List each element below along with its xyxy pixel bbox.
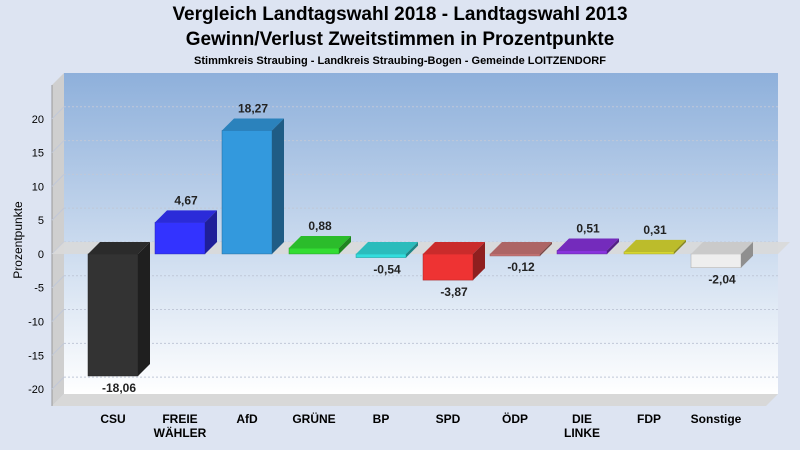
data-label: 18,27 xyxy=(238,101,268,115)
bar xyxy=(87,241,150,377)
x-tick-label: LINKE xyxy=(564,426,600,440)
data-label: 0,31 xyxy=(643,223,667,237)
y-tick-label: -20 xyxy=(28,384,44,396)
bar-top xyxy=(557,238,619,251)
bar-front xyxy=(355,253,407,258)
bar-front xyxy=(221,130,273,255)
bar xyxy=(154,210,217,255)
y-tick-label: 20 xyxy=(32,114,44,126)
bar-front xyxy=(288,247,340,255)
bar-side xyxy=(540,241,552,256)
bar xyxy=(556,238,619,255)
y-tick-label: -5 xyxy=(34,283,44,295)
x-tick-label: FREIE xyxy=(162,412,197,426)
gridline-side xyxy=(51,106,65,120)
data-label: -3,87 xyxy=(440,285,468,299)
gridline-side xyxy=(51,309,65,322)
bar-front xyxy=(422,253,474,281)
bar-front xyxy=(623,251,675,255)
x-tick-label: DIE xyxy=(572,412,592,426)
y-tick-label: 10 xyxy=(32,181,44,193)
bar-side xyxy=(138,241,150,376)
bar xyxy=(221,118,284,255)
y-tick-label: 0 xyxy=(38,249,44,261)
data-label: -2,04 xyxy=(708,273,736,287)
x-tick-label: AfD xyxy=(236,412,258,426)
y-tick-label: 5 xyxy=(38,215,44,227)
bar xyxy=(288,236,351,255)
x-tick-label: GRÜNE xyxy=(292,411,335,426)
data-label: -18,06 xyxy=(102,381,136,395)
plot-floor xyxy=(52,394,778,406)
x-tick-label: BP xyxy=(373,412,390,426)
bars: -18,06 4,67 18,27 0,88 -0,54 -3,87 -0,12 0,51 0,… xyxy=(87,101,753,395)
bar-front xyxy=(489,253,541,257)
gridline-side xyxy=(51,140,65,153)
bar xyxy=(623,239,686,255)
y-tick-label: -15 xyxy=(28,350,44,362)
bar-side xyxy=(272,118,284,254)
bar-front xyxy=(87,253,139,377)
bar xyxy=(355,241,418,258)
bar xyxy=(422,241,485,281)
gridline-side xyxy=(51,275,65,289)
x-tick-label: FDP xyxy=(637,412,661,426)
bar xyxy=(690,241,753,268)
bar-top xyxy=(691,241,753,254)
bar-front xyxy=(690,253,742,268)
gridline-side xyxy=(51,342,65,356)
bar-side xyxy=(607,238,619,254)
data-label: 0,88 xyxy=(308,219,332,233)
bar-top xyxy=(222,118,284,131)
x-tick-label: WÄHLER xyxy=(154,425,207,440)
x-tick-label: SPD xyxy=(436,412,461,426)
bar-top xyxy=(624,239,686,252)
chart-title: Vergleich Landtagswahl 2018 - Landtagswa… xyxy=(172,4,628,25)
x-tick-label: ÖDP xyxy=(502,411,528,426)
bar xyxy=(489,241,552,257)
bar-side xyxy=(205,210,217,254)
bar-side xyxy=(339,236,351,254)
bar-top xyxy=(356,241,418,254)
bar-top xyxy=(423,241,485,254)
data-label: 0,51 xyxy=(576,222,600,236)
gridline-side xyxy=(51,207,65,221)
chart-region-label: Stimmkreis Straubing - Landkreis Straubi… xyxy=(194,55,606,67)
plot-side-wall xyxy=(52,73,64,406)
y-tick-label: -10 xyxy=(28,317,44,329)
data-label: -0,54 xyxy=(373,263,401,277)
gridline-side xyxy=(51,376,65,390)
bar-front xyxy=(556,250,608,255)
y-axis-label: Prozentpunkte xyxy=(11,201,25,279)
gridline-side xyxy=(51,174,65,187)
chart-subtitle: Gewinn/Verlust Zweitstimmen in Prozentpu… xyxy=(185,29,615,50)
bar-side xyxy=(473,241,485,281)
bar-front xyxy=(154,222,206,255)
bar-top xyxy=(289,236,351,249)
bar-side xyxy=(741,241,753,268)
bar-side xyxy=(406,241,418,258)
bar-top xyxy=(88,241,150,254)
bar-side xyxy=(674,239,686,254)
bar-top xyxy=(490,241,552,254)
bar-top xyxy=(155,210,217,223)
y-tick-label: 15 xyxy=(32,148,44,160)
data-label: -0,12 xyxy=(507,260,535,274)
x-tick-label: CSU xyxy=(100,412,125,426)
x-tick-label: Sonstige xyxy=(691,412,742,426)
data-label: 4,67 xyxy=(174,193,198,207)
y-axis-ticks: 20 15 10 5 0 -5 -10 -15 -20 xyxy=(28,114,44,396)
